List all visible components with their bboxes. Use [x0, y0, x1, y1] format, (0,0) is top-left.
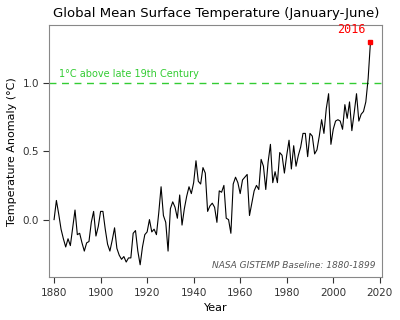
X-axis label: Year: Year [204, 303, 228, 313]
Text: NASA GISTEMP Baseline: 1880-1899: NASA GISTEMP Baseline: 1880-1899 [212, 260, 376, 269]
Y-axis label: Temperature Anomaly (°C): Temperature Anomaly (°C) [7, 77, 17, 226]
Text: 1°C above late 19th Century: 1°C above late 19th Century [59, 69, 198, 79]
Title: Global Mean Surface Temperature (January-June): Global Mean Surface Temperature (January… [52, 7, 379, 20]
Text: 2016: 2016 [337, 23, 366, 36]
